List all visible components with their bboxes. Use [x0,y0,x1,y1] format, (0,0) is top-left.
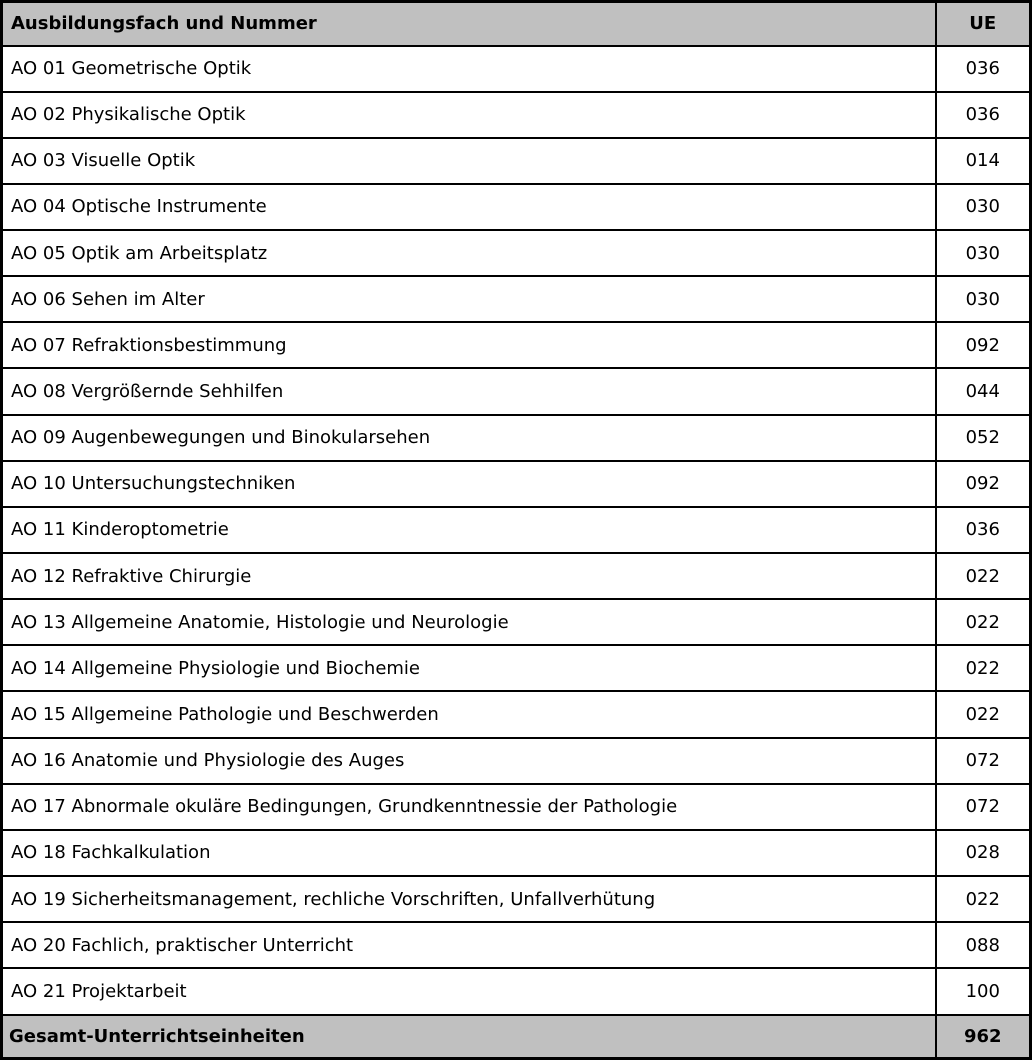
table-row: AO 01 Geometrische Optik 036 [0,44,1032,93]
subject-cell: AO 03 Visuelle Optik [0,136,937,185]
column-header-ue: UE [934,0,1032,47]
ue-cell: 030 [934,275,1032,324]
subject-cell: AO 02 Physikalische Optik [0,90,937,139]
ue-cell: 100 [934,967,1032,1016]
ue-cell: 022 [934,644,1032,693]
subject-cell: AO 20 Fachlich, praktischer Unterricht [0,921,937,970]
subject-cell: AO 07 Refraktionsbestimmung [0,321,937,370]
subject-cell: AO 11 Kinderoptometrie [0,505,937,555]
subject-cell: AO 19 Sicherheitsmanagement, rechliche V… [0,875,937,924]
table-row: AO 19 Sicherheitsmanagement, rechliche V… [0,875,1032,924]
table-row: AO 21 Projektarbeit 100 [0,967,1032,1016]
ue-cell: 072 [934,782,1032,831]
table-row: AO 15 Allgemeine Pathologie und Beschwer… [0,690,1032,739]
table-row: AO 08 Vergrößernde Sehhilfen 044 [0,367,1032,416]
total-label: Gesamt-Unterrichtseinheiten [0,1013,937,1060]
subject-cell: AO 16 Anatomie und Physiologie des Auges [0,736,937,785]
table-footer-row: Gesamt-Unterrichtseinheiten 962 [0,1013,1032,1060]
table-row: AO 14 Allgemeine Physiologie und Biochem… [0,644,1032,693]
subject-cell: AO 18 Fachkalkulation [0,828,937,878]
ue-cell: 022 [934,598,1032,647]
ue-cell: 030 [934,182,1032,232]
table-row: AO 20 Fachlich, praktischer Unterricht 08… [0,921,1032,970]
table-row: AO 09 Augenbewegungen und Binokularsehen… [0,413,1032,462]
subject-cell: AO 10 Untersuchungstechniken [0,459,937,508]
table-row: AO 06 Sehen im Alter 030 [0,275,1032,324]
table-row: AO 04 Optische Instrumente 030 [0,182,1032,232]
ue-cell: 014 [934,136,1032,185]
table-row: AO 12 Refraktive Chirurgie 022 [0,552,1032,601]
subject-cell: AO 08 Vergrößernde Sehhilfen [0,367,937,416]
subject-cell: AO 21 Projektarbeit [0,967,937,1016]
subject-cell: AO 04 Optische Instrumente [0,182,937,232]
table-row: AO 11 Kinderoptometrie 036 [0,505,1032,555]
ue-cell: 088 [934,921,1032,970]
table-row: AO 02 Physikalische Optik 036 [0,90,1032,139]
subject-cell: AO 13 Allgemeine Anatomie, Histologie un… [0,598,937,647]
subject-cell: AO 06 Sehen im Alter [0,275,937,324]
ue-cell: 036 [934,90,1032,139]
ue-cell: 072 [934,736,1032,785]
ue-cell: 022 [934,690,1032,739]
ue-cell: 022 [934,552,1032,601]
ue-cell: 030 [934,229,1032,278]
subject-cell: AO 17 Abnormale okuläre Bedingungen, Gru… [0,782,937,831]
subject-cell: AO 05 Optik am Arbeitsplatz [0,229,937,278]
table-row: AO 10 Untersuchungstechniken 092 [0,459,1032,508]
table-row: AO 16 Anatomie und Physiologie des Auges… [0,736,1032,785]
table-row: AO 17 Abnormale okuläre Bedingungen, Gru… [0,782,1032,831]
subject-cell: AO 12 Refraktive Chirurgie [0,552,937,601]
table-row: AO 03 Visuelle Optik 014 [0,136,1032,185]
table-header-row: Ausbildungsfach und Nummer UE [0,0,1032,47]
subject-cell: AO 01 Geometrische Optik [0,44,937,93]
table-row: AO 18 Fachkalkulation 028 [0,828,1032,878]
ue-cell: 052 [934,413,1032,462]
column-header-subject: Ausbildungsfach und Nummer [0,0,937,47]
table-row: AO 05 Optik am Arbeitsplatz 030 [0,229,1032,278]
table-row: AO 07 Refraktionsbestimmung 092 [0,321,1032,370]
ue-cell: 092 [934,321,1032,370]
total-value: 962 [934,1013,1032,1060]
ue-cell: 092 [934,459,1032,508]
ue-cell: 036 [934,44,1032,93]
subject-cell: AO 15 Allgemeine Pathologie und Beschwer… [0,690,937,739]
subject-cell: AO 14 Allgemeine Physiologie und Biochem… [0,644,937,693]
ue-cell: 036 [934,505,1032,555]
ue-cell: 044 [934,367,1032,416]
subject-cell: AO 09 Augenbewegungen und Binokularsehen [0,413,937,462]
table-row: AO 13 Allgemeine Anatomie, Histologie un… [0,598,1032,647]
ue-cell: 022 [934,875,1032,924]
ue-cell: 028 [934,828,1032,878]
